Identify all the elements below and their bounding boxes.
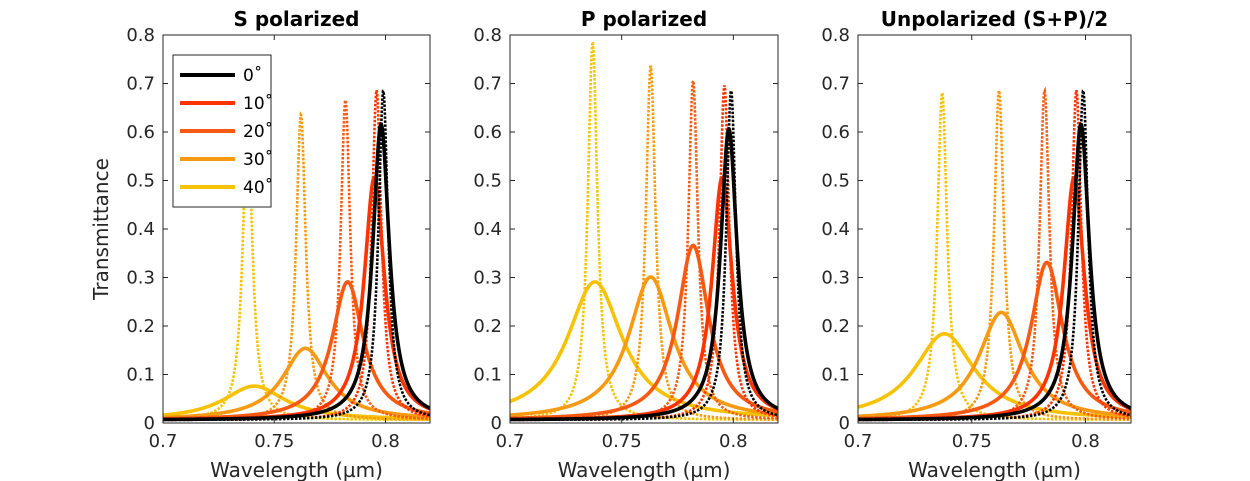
legend-entry-label: 30˚ xyxy=(243,149,273,170)
y-tick-label: 0.4 xyxy=(473,219,502,240)
x-tick-label: 0.8 xyxy=(371,431,400,452)
y-tick-label: 0.5 xyxy=(821,171,850,192)
x-axis-label: Wavelength (µm) xyxy=(908,458,1081,481)
x-tick-label: 0.75 xyxy=(952,431,992,452)
legend: 0˚ 10˚ 20˚ 30˚ 40˚ xyxy=(172,54,273,208)
y-tick-label: 0.8 xyxy=(126,25,155,46)
chart-title: Unpolarized (S+P)/2 xyxy=(881,7,1108,31)
y-tick-label: 0 xyxy=(144,413,155,434)
y-tick-label: 0.6 xyxy=(126,122,155,143)
plot-area xyxy=(510,41,778,422)
y-tick-label: 0.1 xyxy=(126,365,155,386)
y-tick-label: 0.2 xyxy=(126,316,155,337)
panel-3: Unpolarized (S+P)/2 0 0.1 0.2 0.3 0.4 0.5 0.6 0.… xyxy=(821,7,1132,481)
y-tick-label: 0.6 xyxy=(473,122,502,143)
y-tick-label: 0 xyxy=(491,413,502,434)
series-1-solid-line xyxy=(858,175,1131,422)
y-tick-label: 0.1 xyxy=(473,365,502,386)
y-tick-label: 0 xyxy=(839,413,850,434)
chart-title: P polarized xyxy=(581,7,707,31)
y-tick-label: 0.1 xyxy=(821,365,850,386)
y-tick-label: 0.7 xyxy=(126,74,155,95)
x-axis-label: Wavelength (µm) xyxy=(210,458,383,481)
x-axis-label: Wavelength (µm) xyxy=(558,458,731,481)
y-tick-label: 0.7 xyxy=(821,74,850,95)
y-tick-label: 0.5 xyxy=(126,171,155,192)
series-3-solid-line xyxy=(858,310,1131,419)
x-tick-label: 0.8 xyxy=(1071,431,1100,452)
legend-entry-label: 0˚ xyxy=(243,65,262,86)
x-tick-label: 0.75 xyxy=(254,431,294,452)
y-tick-label: 0.7 xyxy=(473,74,502,95)
y-tick-label: 0.3 xyxy=(473,268,502,289)
panel-1: S polarized 0 0.1 0.2 0.3 0.4 0.5 0.6 0.7 0.8 0.7 0… xyxy=(89,7,431,481)
x-tick-label: 0.7 xyxy=(844,431,873,452)
series-3-solid-line xyxy=(510,275,778,417)
x-tick-label: 0.8 xyxy=(719,431,748,452)
series-0-dotted-line xyxy=(163,89,430,422)
series-0-dotted-line xyxy=(510,89,778,422)
legend-entry-label: 40˚ xyxy=(243,177,273,198)
series-0-dotted-line xyxy=(858,89,1131,422)
y-tick-label: 0.8 xyxy=(473,25,502,46)
y-tick-label: 0.2 xyxy=(821,316,850,337)
plot-area xyxy=(858,86,1131,422)
x-tick-label: 0.75 xyxy=(602,431,642,452)
y-tick-label: 0.4 xyxy=(126,219,155,240)
y-tick-label: 0.4 xyxy=(821,219,850,240)
y-tick-label: 0.3 xyxy=(821,268,850,289)
series-3-solid-line xyxy=(163,346,430,420)
panel-2: P polarized 0 0.1 0.2 0.3 0.4 0.5 0.6 0.7 0.8 0.7 0… xyxy=(473,7,779,481)
y-tick-label: 0.2 xyxy=(473,316,502,337)
y-tick-label: 0.6 xyxy=(821,122,850,143)
y-tick-label: 0.5 xyxy=(473,171,502,192)
chart-title: S polarized xyxy=(233,7,359,31)
y-axis-label: Transmittance xyxy=(89,158,113,301)
series-1-solid-line xyxy=(510,175,778,422)
y-tick-label: 0.3 xyxy=(126,268,155,289)
legend-entry-label: 20˚ xyxy=(243,121,273,142)
legend-entry-label: 10˚ xyxy=(243,93,273,114)
y-tick-label: 0.8 xyxy=(821,25,850,46)
x-tick-label: 0.7 xyxy=(149,431,178,452)
series-4-solid-line xyxy=(858,331,1131,419)
x-tick-label: 0.7 xyxy=(496,431,525,452)
series-2-solid-line xyxy=(510,243,778,421)
